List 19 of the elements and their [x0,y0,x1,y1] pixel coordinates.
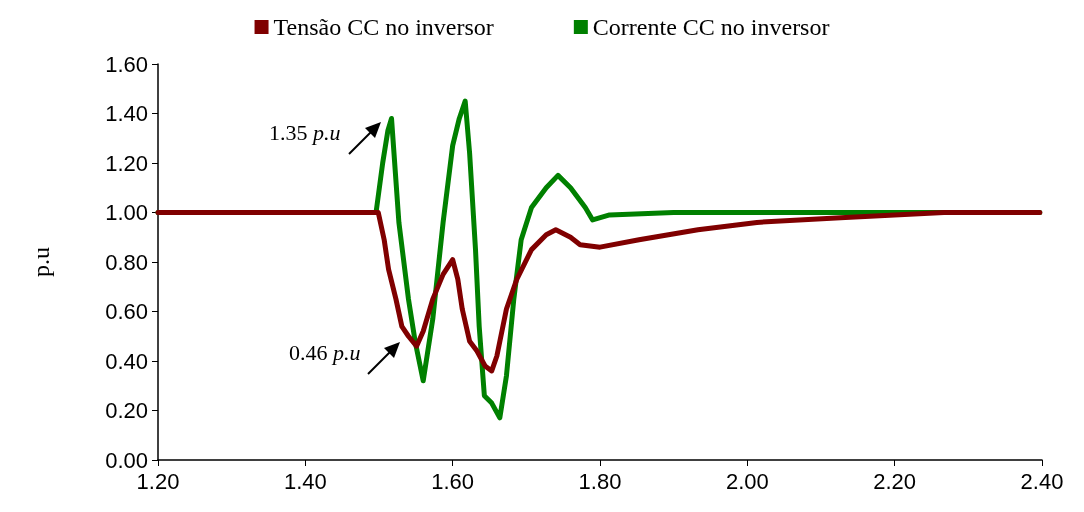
y-tick-label: 0.40 [105,348,148,374]
annotation: 1.35 p.u [269,119,341,145]
legend-label: Corrente CC no inversor [592,14,830,40]
legend-label: Tensão CC no inversor [273,14,494,40]
x-tick-label: 2.40 [1020,468,1064,494]
y-tick-label: 0.80 [105,249,148,275]
annotation: 0.46 p.u [288,340,361,366]
y-tick-label: 1.60 [105,51,148,77]
y-axis-title: p.u [28,247,54,277]
x-tick-label: 1.80 [578,468,622,494]
x-tick-label: 1.60 [431,468,475,494]
y-tick-label: 1.00 [105,200,148,225]
x-tick-label: 1.40 [283,468,327,494]
y-tick-label: 0.20 [105,398,148,423]
y-tick-label: 1.20 [105,150,148,176]
x-tick-label: 2.00 [725,468,769,494]
y-tick-label: 0.60 [105,299,148,324]
x-tick-label: 2.20 [873,468,917,494]
y-tick-label: 1.40 [105,101,148,126]
